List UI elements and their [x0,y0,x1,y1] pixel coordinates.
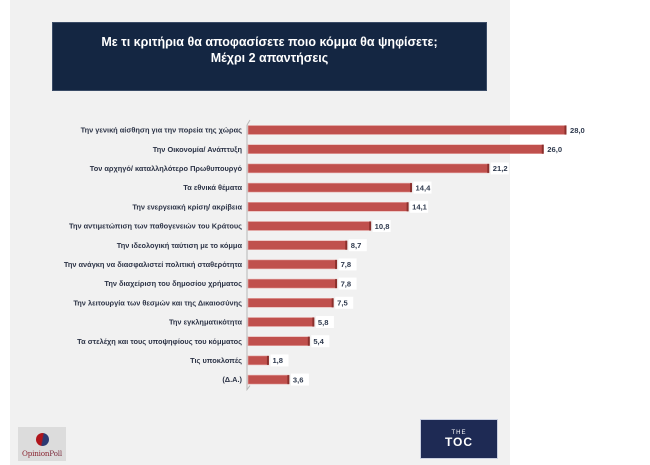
bar-group: 1,8 Τις υποκλοπές [190,354,289,367]
value-label-background [348,239,367,252]
category-label: (Δ.Α.) [222,375,242,384]
chart-subtitle: Μέχρι 2 απαντήσεις [210,50,329,65]
value-label: 10,8 [375,222,390,231]
thetoc-logo: THE TOC [421,420,497,458]
bar-group: 8,7 Την ιδεολογική ταύτιση με το κόμμα [117,239,367,252]
value-label: 5,8 [318,318,329,327]
value-label: 7,8 [341,279,352,288]
bar [247,355,269,366]
value-label-background [545,143,564,156]
value-label-background [335,296,354,309]
bar-end-shade [335,259,338,269]
value-label: 14,4 [416,183,432,192]
category-label: Την ενεργειακή κρίση/ ακρίβεια [132,202,242,211]
value-label: 7,8 [341,260,352,269]
category-label: Την ανάγκη να διασφαλιστεί πολιτική σταθ… [64,260,243,269]
value-label-background [413,181,432,194]
bar-end-shade [541,144,544,154]
value-label-background [410,200,429,213]
value-label-background [372,220,391,232]
bar-end-shade [266,355,269,365]
category-label: Τα εθνικά θέματα [183,183,242,192]
bar-group: 10,8 Την αντιμετώπιση των παθογενειών του… [69,220,391,232]
value-label-background [315,316,334,328]
bar-end-shade [345,240,348,250]
bar-group: 14,1 Την ενεργειακή κρίση/ ακρίβεια [132,200,429,213]
bar-group: 28,0 Την γενική αίσθηση για την πορεία τη… [81,124,586,136]
value-label: 26,0 [547,145,562,154]
bar-end-shade [564,125,567,135]
category-label: Την αντιμετώπιση των παθογενειών του Κρά… [69,222,242,231]
value-label-background [568,124,586,136]
value-label: 14,1 [412,203,428,212]
category-label: Την διαχείριση του δημοσίου χρήματος [104,279,242,288]
opinionpoll-logo: OpinionPoll [18,427,66,461]
bar-group: 14,4 Τα εθνικά θέματα [183,181,432,194]
bar [247,221,371,231]
bar-end-shade [312,317,315,327]
category-label: Την λειτουργία των θεσμών και της Δικαιο… [73,298,242,307]
bar [247,259,337,270]
bar-group: 7,8 Την ανάγκη να διασφαλιστεί πολιτική σ… [64,258,357,271]
bar-end-shade [487,163,490,173]
value-label: 21,2 [493,164,508,173]
bar-group: 26,0 Την Οικονομία/ Ανάπτυξη [153,143,564,156]
bar-end-shade [307,336,310,346]
logo-text-opinion: Opinion [22,449,50,458]
value-label-background [338,258,357,271]
bar-end-shade [410,183,413,193]
value-label-background [270,354,289,367]
category-label: Την Οικονομία/ Ανάπτυξη [153,145,243,154]
bar-group: 3,6 (Δ.Α.) [222,373,309,386]
bar-group: 5,8 Την εγκληματικότητα [169,316,334,328]
bar-group: 5,4 Τα στελέχη και τους υποψηφίους του κό… [77,335,330,348]
bar [247,317,315,327]
bar [247,278,337,289]
thetoc-logo-toc: TOC [444,435,474,449]
bar-group: 7,5 Την λειτουργία των θεσμών και της Δικ… [73,296,354,309]
value-label: 1,8 [272,356,283,365]
bar [247,182,412,193]
value-label: 3,6 [293,375,304,384]
bar [247,202,409,212]
value-label: 7,5 [337,299,348,308]
value-label: 5,4 [313,337,324,346]
opinionpoll-circle-icon [35,433,49,446]
bar [247,297,334,308]
bar [247,144,544,154]
value-label-background [311,335,330,348]
bar-end-shade [331,298,334,308]
value-label: 8,7 [351,241,362,250]
category-label: Τον αρχηγό/ καταλληλότερο Πρωθυπουργό [90,164,243,173]
bar [247,125,567,135]
value-label-background [490,162,509,175]
logo-text-poll: Poll [49,449,62,458]
y-axis-line [246,119,251,392]
bar [247,240,348,250]
bar-group: 21,2 Τον αρχηγό/ καταλληλότερο Πρωθυπουργ… [90,162,509,175]
bar [247,336,310,347]
category-label: Την εγκληματικότητα [169,318,243,327]
bar-end-shade [287,375,290,385]
bar [247,374,290,385]
category-label: Τα στελέχη και τους υποψηφίους του κόμμα… [77,337,242,346]
category-label: Τις υποκλοπές [190,356,242,365]
value-label-background [338,277,357,290]
bar-end-shade [369,221,372,231]
category-label: Την γενική αίσθηση για την πορεία της χώ… [81,126,243,135]
thetoc-logo-the: THE [451,430,467,436]
value-label-background [290,373,309,386]
chart-title: Με τι κριτήρια θα αποφασίσετε ποιο κόμμα… [101,34,438,49]
value-label: 28,0 [570,126,585,135]
bar-group: 7,8 Την διαχείριση του δημοσίου χρήματος [104,277,357,290]
bar [247,163,490,174]
category-label: Την ιδεολογική ταύτιση με το κόμμα [117,241,243,250]
bar-end-shade [406,202,409,212]
bar-end-shade [335,279,338,289]
chart-title-box: Με τι κριτήρια θα αποφασίσετε ποιο κόμμα… [53,23,486,90]
